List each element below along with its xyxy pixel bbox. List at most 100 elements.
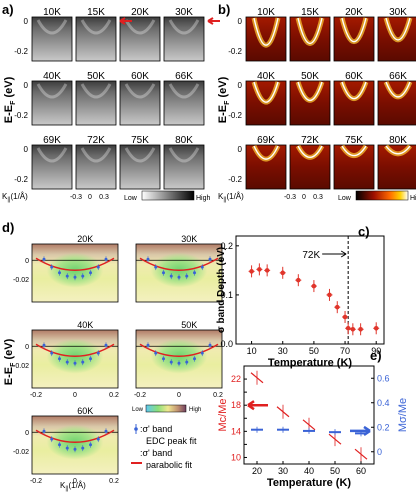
panel-c-point bbox=[373, 325, 379, 331]
panel-d-colorbar bbox=[145, 404, 187, 413]
panel-a-ytick: -0.2 bbox=[14, 175, 28, 184]
panel-e-ytick-left: 18 bbox=[231, 400, 241, 410]
panel-a-colorbar bbox=[141, 190, 195, 201]
panel-d-xtick: 0 bbox=[73, 478, 77, 485]
panel-e-xtick: 40 bbox=[304, 466, 314, 476]
panel-a-image bbox=[119, 144, 161, 190]
panel-d-ytick: -0.02 bbox=[13, 277, 29, 284]
panel-c-point bbox=[296, 277, 301, 283]
panel-b-xlabel: K||(1/Å) bbox=[218, 192, 244, 203]
panel-c-point bbox=[249, 269, 254, 274]
panel-b-band-fit bbox=[385, 145, 411, 155]
panel-a-ytick: 0 bbox=[24, 17, 29, 26]
panel-a-xtick: 0.3 bbox=[99, 194, 109, 201]
panel-c: c) 10 30 50 70 90 0.0 0.1 0.2 Temperature (K) σ ba… bbox=[216, 224, 385, 369]
panel-a-band bbox=[36, 19, 68, 35]
panel-d-ytick: 0 bbox=[25, 430, 29, 437]
panel-a-colorbar-low: Low bbox=[124, 195, 138, 202]
panel-a-image bbox=[75, 144, 117, 190]
panel-c-ytick: 0.0 bbox=[220, 339, 233, 349]
panel-d-xlabel: K||(1/Å) bbox=[60, 481, 86, 492]
panel-a-ytick: 0 bbox=[24, 145, 29, 154]
panel-d-legend-edc-text1: :σ' band bbox=[140, 424, 172, 434]
panel-b-colorbar-low: Low bbox=[338, 195, 352, 202]
panel-c-xtick: 10 bbox=[247, 346, 257, 356]
panel-c-xtick: 70 bbox=[340, 346, 350, 356]
panel-c-ytick: 0.1 bbox=[220, 290, 233, 300]
panel-e-ytick-left: 10 bbox=[231, 452, 241, 462]
panel-a-temp-label: 20K bbox=[131, 7, 149, 18]
panel-b-band-fit bbox=[341, 145, 367, 157]
panel-a-label: a) bbox=[2, 2, 14, 17]
panel-b-temp-label: 50K bbox=[301, 71, 319, 82]
panel-c-ylabel: σ band Depth (eV) bbox=[216, 247, 227, 333]
panel-d-parabolic-fit bbox=[139, 257, 219, 271]
panel-a-band bbox=[124, 19, 156, 35]
panel-a-band bbox=[124, 83, 156, 99]
panel-b-image bbox=[245, 16, 287, 62]
panel-a-band bbox=[80, 83, 112, 99]
panel-a-image bbox=[31, 144, 73, 190]
panel-a-band bbox=[80, 147, 112, 163]
panel-b-image bbox=[333, 80, 375, 126]
panel-c-annotation-arrow bbox=[322, 250, 347, 258]
panel-a-temp-label: 50K bbox=[87, 71, 105, 82]
panel-c-point bbox=[264, 268, 270, 273]
panel-e-label: e) bbox=[370, 348, 382, 363]
panel-d-ytick: -0.02 bbox=[13, 363, 29, 370]
panel-e-frame bbox=[243, 365, 375, 465]
panel-c-point bbox=[334, 304, 340, 310]
panel-d-xtick: 0.2 bbox=[109, 392, 119, 399]
panel-b-temp-label: 30K bbox=[389, 7, 407, 18]
panel-c-point bbox=[257, 267, 262, 272]
panel-b-image bbox=[289, 144, 331, 190]
panel-d-temp-label: 50K bbox=[181, 320, 197, 330]
panel-a-ytick: -0.2 bbox=[14, 47, 28, 56]
panel-b-colorbar-high: High bbox=[410, 195, 416, 202]
panel-b-temp-label: 80K bbox=[389, 135, 407, 146]
panel-d-temp-label: 40K bbox=[77, 320, 93, 330]
panel-b-band-fit bbox=[253, 81, 279, 103]
panel-b-band-fit bbox=[341, 17, 367, 43]
panel-c-xtick: 50 bbox=[309, 346, 319, 356]
panel-a-image bbox=[31, 80, 73, 126]
panel-d-legend-edc-marker bbox=[134, 427, 138, 431]
panel-e-ylabel-left: Mc/Me bbox=[217, 399, 229, 432]
panel-a-band bbox=[168, 147, 200, 163]
panel-c-annotation: 72K bbox=[302, 250, 320, 261]
panel-a-colorbar-high: High bbox=[196, 195, 211, 202]
panel-a-image bbox=[163, 80, 205, 126]
panel-b-xtick: 0.3 bbox=[313, 194, 323, 201]
panel-b-band-fit bbox=[253, 145, 279, 160]
panel-b-ytick: 0 bbox=[238, 81, 243, 90]
panel-b-image bbox=[333, 16, 375, 62]
panel-e: e) 20 30 40 50 60 10 14 18 22 0 0.2 0.4 0.6 Temperatur… bbox=[217, 348, 409, 489]
panel-a-arrow bbox=[207, 17, 220, 25]
panel-d-ytick: -0.02 bbox=[13, 449, 29, 456]
panel-e-ytick-right: 0 bbox=[377, 447, 382, 457]
panel-b-band-fit bbox=[341, 81, 367, 100]
panel-b-band-fit bbox=[385, 17, 411, 41]
panel-a-ytick: 0 bbox=[24, 81, 29, 90]
panel-c-ytick: 0.2 bbox=[220, 241, 233, 251]
panel-d-xtick: -0.2 bbox=[134, 392, 146, 399]
panel-d-temp-label: 20K bbox=[77, 234, 93, 244]
panel-b-ytick: -0.2 bbox=[228, 175, 242, 184]
panel-d-xtick: -0.2 bbox=[30, 392, 42, 399]
panel-d-parabolic-fit bbox=[139, 343, 219, 357]
panel-d-temp-label: 60K bbox=[77, 406, 93, 416]
panel-b-band-fit bbox=[297, 81, 323, 102]
panel-c-label: c) bbox=[358, 224, 370, 239]
panel-b-temp-label: 40K bbox=[257, 71, 275, 82]
panel-a-xlabel: K||(1/Å) bbox=[2, 192, 28, 203]
panel-a-temp-label: 15K bbox=[87, 7, 105, 18]
panel-b-image bbox=[377, 80, 416, 126]
panel-a-temp-label: 69K bbox=[43, 135, 61, 146]
panel-d-parabolic-fit bbox=[35, 343, 115, 357]
panel-d-legend-edc-text2: EDC peak fit bbox=[146, 436, 197, 446]
panel-e-ytick-right: 0.2 bbox=[377, 422, 390, 432]
panel-a-temp-label: 10K bbox=[43, 7, 61, 18]
panel-c-xtick: 30 bbox=[278, 346, 288, 356]
